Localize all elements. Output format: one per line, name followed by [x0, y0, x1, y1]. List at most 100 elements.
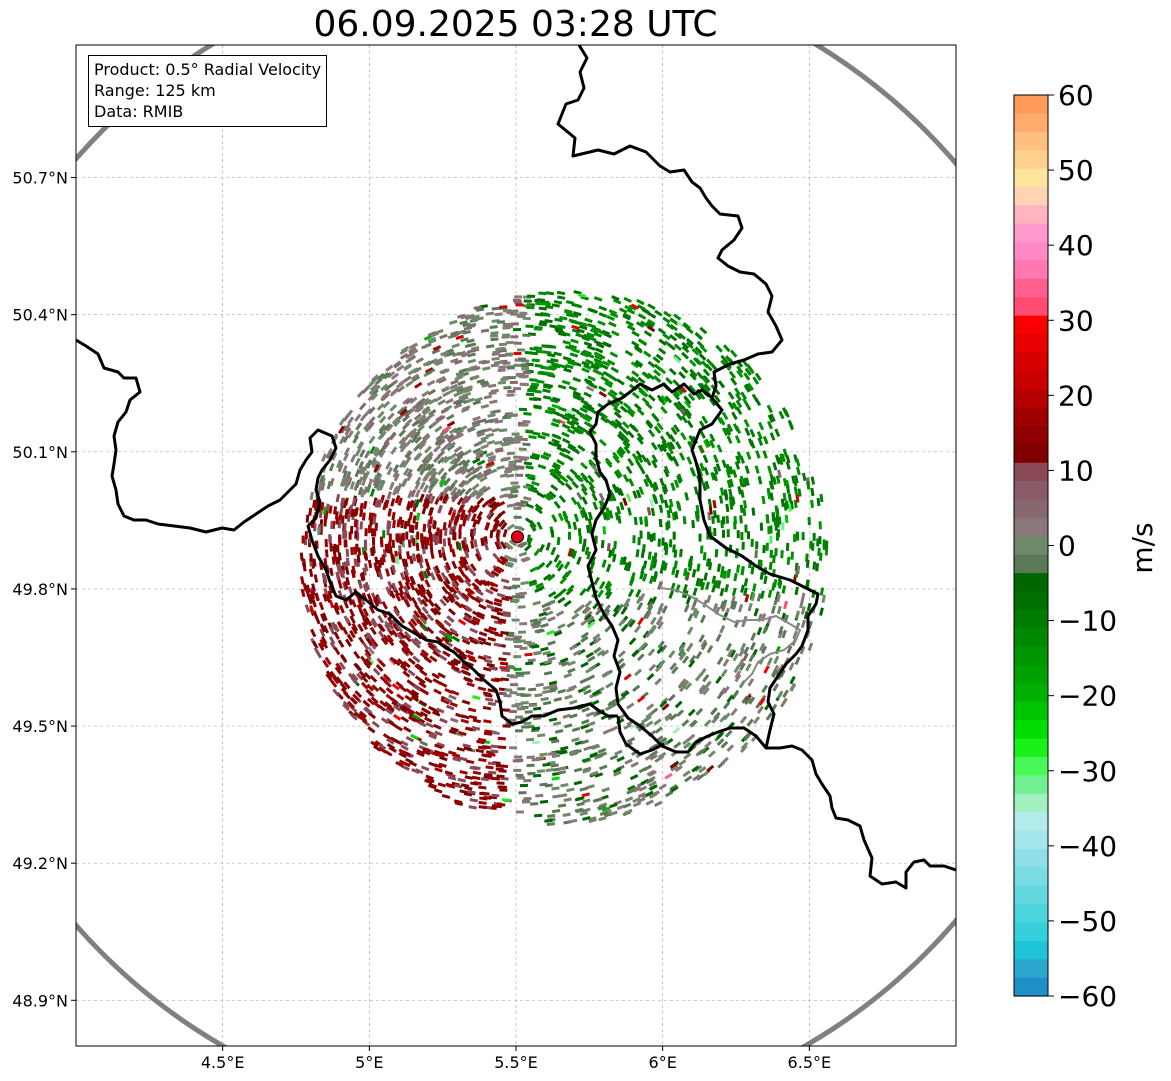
echo-gate [569, 548, 575, 558]
echo-gate [756, 705, 764, 715]
echo-gate [369, 674, 378, 683]
echo-gate [684, 571, 690, 580]
echo-gate [373, 480, 380, 489]
echo-gate [622, 402, 631, 410]
echo-gate [525, 503, 534, 509]
colorbar-tick-label: 40 [1058, 229, 1094, 262]
echo-gate [493, 567, 502, 575]
echo-gate [599, 810, 609, 817]
echo-gate [328, 585, 334, 594]
echo-gate [491, 501, 501, 509]
echo-gate [614, 418, 623, 427]
echo-gate [596, 370, 605, 377]
echo-gate [734, 392, 742, 402]
echo-gate [365, 632, 373, 641]
echo-gate [322, 579, 328, 588]
echo-gate [457, 777, 467, 783]
echo-gate [540, 454, 549, 461]
echo-gate [672, 392, 681, 401]
echo-gate [356, 440, 364, 450]
echo-gate [674, 511, 679, 520]
echo-gate [345, 557, 351, 566]
echo-gate [731, 496, 736, 505]
echo-gate [519, 382, 528, 386]
echo-gate [616, 433, 625, 442]
echo-gate [476, 516, 483, 525]
echo-gate [765, 712, 773, 721]
echo-gate [502, 309, 512, 313]
echo-gate [331, 556, 336, 565]
echo-gate [371, 639, 379, 648]
echo-gate [622, 440, 630, 450]
echo-gate [398, 459, 406, 469]
echo-gate [403, 599, 411, 608]
echo-gate [772, 554, 776, 564]
echo-gate [360, 681, 369, 690]
echo-gate [429, 467, 437, 476]
range-ring [76, 45, 956, 1046]
echo-gate [440, 572, 448, 581]
echo-gate [631, 330, 640, 338]
echo-gate [719, 600, 726, 610]
echo-gate [404, 574, 411, 583]
echo-gate [415, 512, 421, 521]
echo-gate [360, 466, 367, 475]
echo-gate [662, 483, 669, 493]
echo-gate [411, 402, 421, 410]
echo-gate [378, 746, 387, 754]
echo-gate [476, 378, 486, 384]
echo-gate [334, 602, 340, 611]
echo-gate [358, 466, 365, 475]
echo-gate [429, 543, 434, 552]
echo-gate [446, 413, 455, 421]
echo-gate [456, 649, 465, 656]
echo-gate [580, 618, 589, 627]
echo-gate [523, 412, 532, 416]
echo-gate [561, 431, 570, 438]
echo-gate [702, 552, 707, 561]
echo-gate [337, 580, 343, 589]
echo-gate [449, 526, 453, 535]
echo-gate [734, 673, 742, 683]
echo-gate [780, 498, 785, 507]
echo-gate [449, 383, 458, 390]
echo-gate [515, 372, 524, 376]
echo-gate [371, 720, 380, 728]
echo-gate [750, 538, 754, 547]
echo-gate [637, 313, 647, 320]
echo-gate [659, 493, 665, 503]
echo-gate [789, 682, 796, 692]
echo-gate [472, 504, 480, 513]
echo-gate [566, 787, 575, 793]
echo-gate [416, 553, 422, 562]
echo-gate [624, 796, 634, 803]
echo-gate [667, 453, 674, 462]
echo-gate [305, 588, 311, 598]
echo-gate [622, 314, 631, 321]
echo-gate [472, 457, 481, 465]
echo-gate [467, 790, 476, 795]
colorbar-segment [1014, 848, 1048, 868]
echo-gate [398, 441, 407, 450]
echo-gate [335, 676, 343, 685]
echo-gate [495, 448, 504, 453]
echo-gate [776, 690, 784, 699]
echo-gate [803, 610, 809, 620]
echo-gate [739, 504, 744, 513]
echo-gate [391, 564, 397, 574]
echo-gate [729, 600, 736, 610]
echo-gate [476, 613, 485, 620]
echo-gate [601, 787, 610, 793]
echo-gate [573, 513, 580, 523]
echo-gate [435, 360, 444, 367]
echo-gate [692, 587, 698, 597]
echo-gate [494, 677, 503, 682]
echo-gate [743, 384, 751, 393]
echo-gate [364, 407, 372, 417]
echo-gate [409, 430, 418, 439]
echo-gate [541, 344, 550, 349]
echo-gate [345, 576, 351, 586]
echo-gate [554, 317, 563, 323]
echo-gate [587, 375, 596, 382]
echo-gate [664, 772, 673, 780]
